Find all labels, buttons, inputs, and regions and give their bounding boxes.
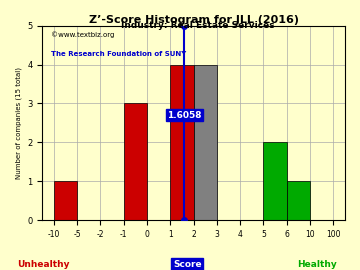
Bar xyxy=(194,65,217,220)
Text: Unhealthy: Unhealthy xyxy=(17,260,69,269)
Text: Healthy: Healthy xyxy=(297,260,337,269)
Bar xyxy=(264,142,287,220)
Title: Z’-Score Histogram for JLL (2016): Z’-Score Histogram for JLL (2016) xyxy=(89,15,298,25)
Y-axis label: Number of companies (15 total): Number of companies (15 total) xyxy=(15,67,22,179)
Bar xyxy=(287,181,310,220)
Bar xyxy=(124,103,147,220)
Text: ©www.textbiz.org: ©www.textbiz.org xyxy=(51,32,114,38)
Text: Industry: Real Estate Services: Industry: Real Estate Services xyxy=(121,21,275,30)
Text: The Research Foundation of SUNY: The Research Foundation of SUNY xyxy=(51,51,186,57)
Bar xyxy=(54,181,77,220)
Text: Score: Score xyxy=(173,260,202,269)
Bar xyxy=(170,65,194,220)
Text: 1.6058: 1.6058 xyxy=(167,111,202,120)
